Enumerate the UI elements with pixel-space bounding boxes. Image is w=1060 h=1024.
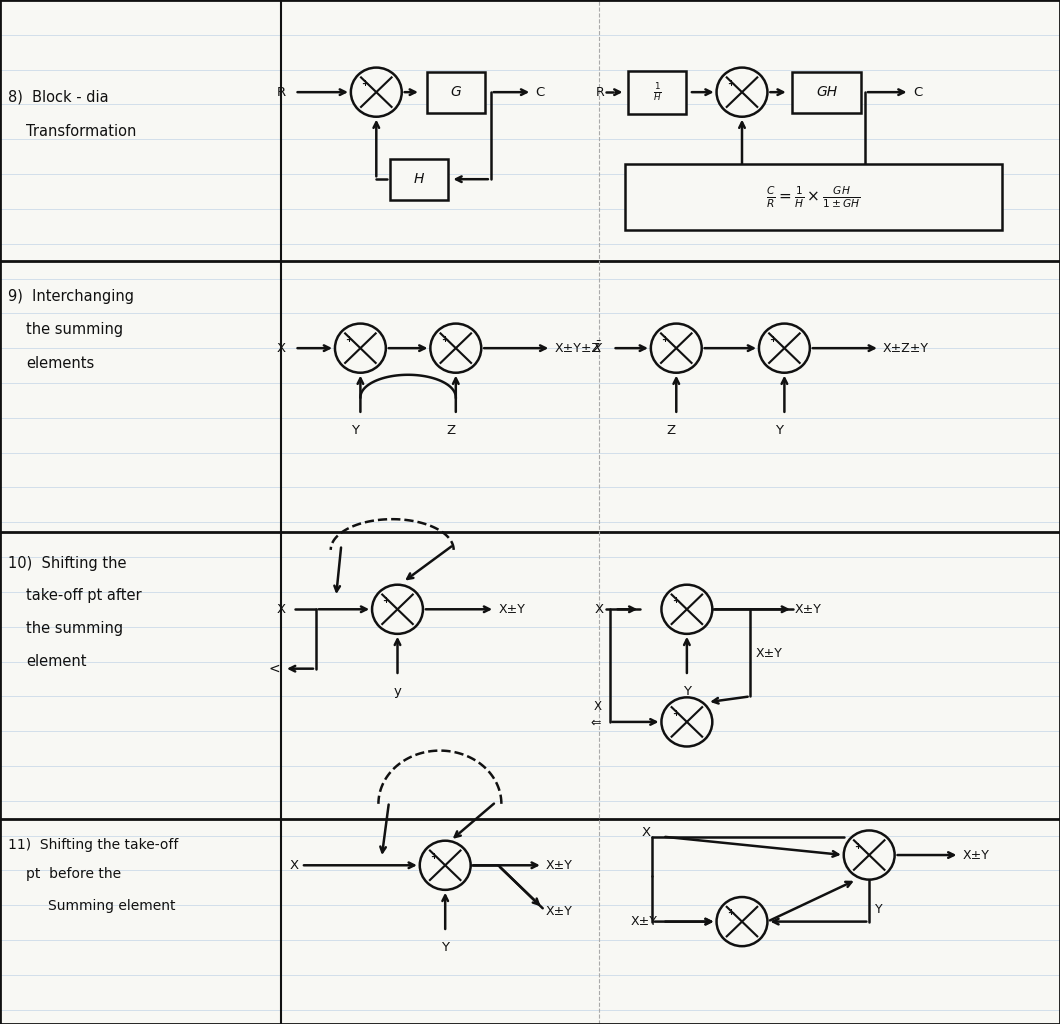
Text: +: + xyxy=(727,908,735,918)
Bar xyxy=(628,71,687,114)
Text: $\frac{C}{R} = \frac{1}{H} \times \frac{GH}{1 \pm GH}$: $\frac{C}{R} = \frac{1}{H} \times \frac{… xyxy=(766,184,861,210)
Text: R: R xyxy=(277,86,286,98)
Text: Y: Y xyxy=(874,903,882,915)
Text: X±Y: X±Y xyxy=(962,849,989,861)
Bar xyxy=(426,72,485,113)
Text: +: + xyxy=(661,335,669,344)
Text: +: + xyxy=(727,79,735,88)
Text: +: + xyxy=(383,596,390,605)
Circle shape xyxy=(430,324,481,373)
Circle shape xyxy=(372,585,423,634)
Text: X: X xyxy=(277,342,286,354)
Text: $\frac{1}{H}$: $\frac{1}{H}$ xyxy=(653,81,661,103)
Text: 11)  Shifting the take-off: 11) Shifting the take-off xyxy=(8,838,179,852)
Text: Y: Y xyxy=(775,424,783,436)
Text: Z: Z xyxy=(446,424,455,436)
Text: GH: GH xyxy=(816,85,837,99)
Text: <: < xyxy=(268,662,280,676)
Text: +: + xyxy=(346,335,353,344)
Text: pt  before the: pt before the xyxy=(26,867,122,882)
Text: Y: Y xyxy=(683,685,691,697)
Circle shape xyxy=(717,897,767,946)
Text: X±Y±Z: X±Y±Z xyxy=(554,342,600,354)
Text: +: + xyxy=(672,596,679,605)
Text: Z: Z xyxy=(667,424,675,436)
Bar xyxy=(390,159,448,200)
Text: X: X xyxy=(277,603,286,615)
Text: +: + xyxy=(770,335,777,344)
Circle shape xyxy=(661,585,712,634)
Circle shape xyxy=(717,68,767,117)
Text: +: + xyxy=(672,709,679,718)
Text: X±Z±Y: X±Z±Y xyxy=(883,342,929,354)
Text: the summing: the summing xyxy=(26,622,124,636)
Text: Transformation: Transformation xyxy=(26,124,137,138)
Text: X±Y: X±Y xyxy=(498,603,525,615)
Text: 10)  Shifting the: 10) Shifting the xyxy=(8,556,127,570)
Text: element: element xyxy=(26,654,87,669)
Text: G: G xyxy=(450,85,461,99)
Text: +: + xyxy=(430,852,438,861)
Text: X±Y: X±Y xyxy=(756,647,782,659)
Text: X±Y: X±Y xyxy=(546,905,572,918)
Text: Y: Y xyxy=(351,424,359,436)
Circle shape xyxy=(759,324,810,373)
Bar xyxy=(793,72,861,113)
Text: $\Leftarrow$: $\Leftarrow$ xyxy=(588,716,602,728)
Text: 8)  Block - dia: 8) Block - dia xyxy=(8,90,109,104)
Text: +: + xyxy=(854,842,862,851)
Text: X: X xyxy=(289,859,299,871)
Text: $\bar{X}$: $\bar{X}$ xyxy=(593,340,604,356)
Text: X±Y: X±Y xyxy=(795,603,822,615)
Circle shape xyxy=(351,68,402,117)
Text: take-off pt after: take-off pt after xyxy=(26,589,142,603)
Text: +: + xyxy=(361,79,369,88)
Text: H: H xyxy=(413,172,424,186)
Circle shape xyxy=(844,830,895,880)
Text: X: X xyxy=(595,603,604,615)
Text: elements: elements xyxy=(26,356,94,371)
Text: X: X xyxy=(641,826,651,839)
Text: C: C xyxy=(535,86,545,98)
Circle shape xyxy=(420,841,471,890)
Text: R: R xyxy=(596,86,604,98)
Text: Summing element: Summing element xyxy=(48,899,175,913)
Text: the summing: the summing xyxy=(26,323,124,337)
Text: C: C xyxy=(914,86,923,98)
Bar xyxy=(625,164,1002,230)
Text: X: X xyxy=(594,700,602,713)
Text: 9)  Interchanging: 9) Interchanging xyxy=(8,290,135,304)
Circle shape xyxy=(335,324,386,373)
Text: y: y xyxy=(393,685,402,697)
Text: +: + xyxy=(441,335,448,344)
Text: X±Y: X±Y xyxy=(631,915,657,928)
Circle shape xyxy=(661,697,712,746)
Text: X±Y: X±Y xyxy=(546,859,572,871)
Circle shape xyxy=(651,324,702,373)
Text: Y: Y xyxy=(441,941,449,953)
